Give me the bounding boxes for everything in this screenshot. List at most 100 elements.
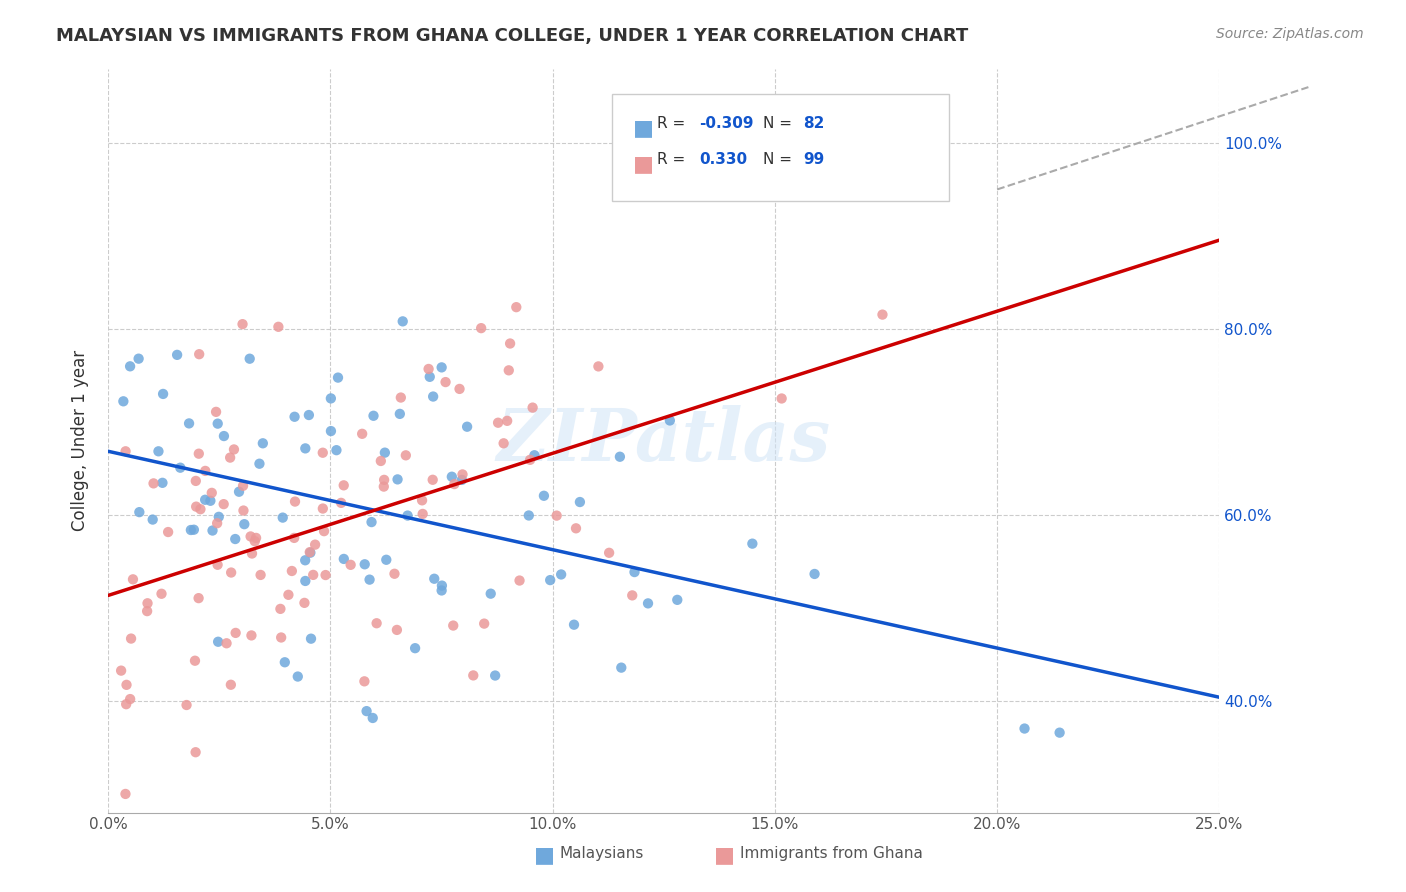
Text: Immigrants from Ghana: Immigrants from Ghana [740,846,922,861]
Point [610,660,633,674]
Point [325,443,347,458]
Point [353,558,375,572]
Point [136,604,159,618]
Point [385,623,408,637]
Point [152,387,174,401]
Point [128,505,150,519]
Point [363,409,385,423]
Text: MALAYSIAN VS IMMIGRANTS FROM GHANA COLLEGE, UNDER 1 YEAR CORRELATION CHART: MALAYSIAN VS IMMIGRANTS FROM GHANA COLLE… [56,27,969,45]
Point [741,536,763,550]
Point [1014,722,1036,736]
Point [277,588,299,602]
Point [637,596,659,610]
Point [499,336,522,351]
Point [330,496,353,510]
Point [319,392,342,406]
Point [366,616,388,631]
Text: ■: ■ [714,846,735,865]
Point [208,509,231,524]
Point [201,524,224,538]
Point [120,692,142,706]
Point [803,566,825,581]
Point [219,566,242,580]
Point [419,369,441,384]
Point [270,631,292,645]
Point [315,568,337,582]
Point [396,508,419,523]
Point [219,678,242,692]
Point [142,476,165,491]
Point [115,697,138,711]
Point [231,317,253,331]
Point [239,351,262,366]
Text: ■: ■ [633,119,654,138]
Point [666,592,689,607]
Text: Source: ZipAtlas.com: Source: ZipAtlas.com [1216,27,1364,41]
Point [122,572,145,586]
Point [219,450,242,465]
Point [770,392,793,406]
Point [450,473,472,487]
Point [312,524,335,538]
Point [492,436,515,450]
Point [359,573,381,587]
Point [274,655,297,669]
Point [194,492,217,507]
Point [240,547,263,561]
Point [486,416,509,430]
Text: ■: ■ [633,154,654,174]
Point [449,382,471,396]
Point [412,507,434,521]
Point [505,300,527,314]
Point [177,417,200,431]
Point [388,407,411,421]
Point [519,453,541,467]
Text: R =: R = [657,152,695,167]
Point [294,442,316,456]
Point [120,359,142,374]
Point [373,473,395,487]
Point [188,347,211,361]
Point [215,636,238,650]
Text: ■: ■ [534,846,555,865]
Point [568,495,591,509]
Point [187,447,209,461]
Point [565,521,588,535]
Point [373,480,395,494]
Point [212,429,235,443]
Point [194,464,217,478]
Text: 99: 99 [803,152,824,167]
Point [207,417,229,431]
Point [312,446,335,460]
Point [212,497,235,511]
Point [176,698,198,712]
Point [200,493,222,508]
Point [298,408,321,422]
Point [356,704,378,718]
Point [232,479,254,493]
Point [222,442,245,457]
Point [498,363,520,377]
Point [187,591,209,606]
Point [509,574,531,588]
Point [598,546,620,560]
Point [207,558,229,572]
Point [387,472,409,486]
Point [872,308,894,322]
Point [294,553,316,567]
Point [395,448,418,462]
Point [249,457,271,471]
Point [353,674,375,689]
Point [360,515,382,529]
Point [523,448,546,462]
Point [114,444,136,458]
Text: R =: R = [657,116,690,131]
Text: 82: 82 [803,116,824,131]
Point [184,745,207,759]
Point [423,572,446,586]
Point [224,532,246,546]
Point [148,444,170,458]
Point [281,564,304,578]
Point [128,351,150,366]
Point [370,454,392,468]
